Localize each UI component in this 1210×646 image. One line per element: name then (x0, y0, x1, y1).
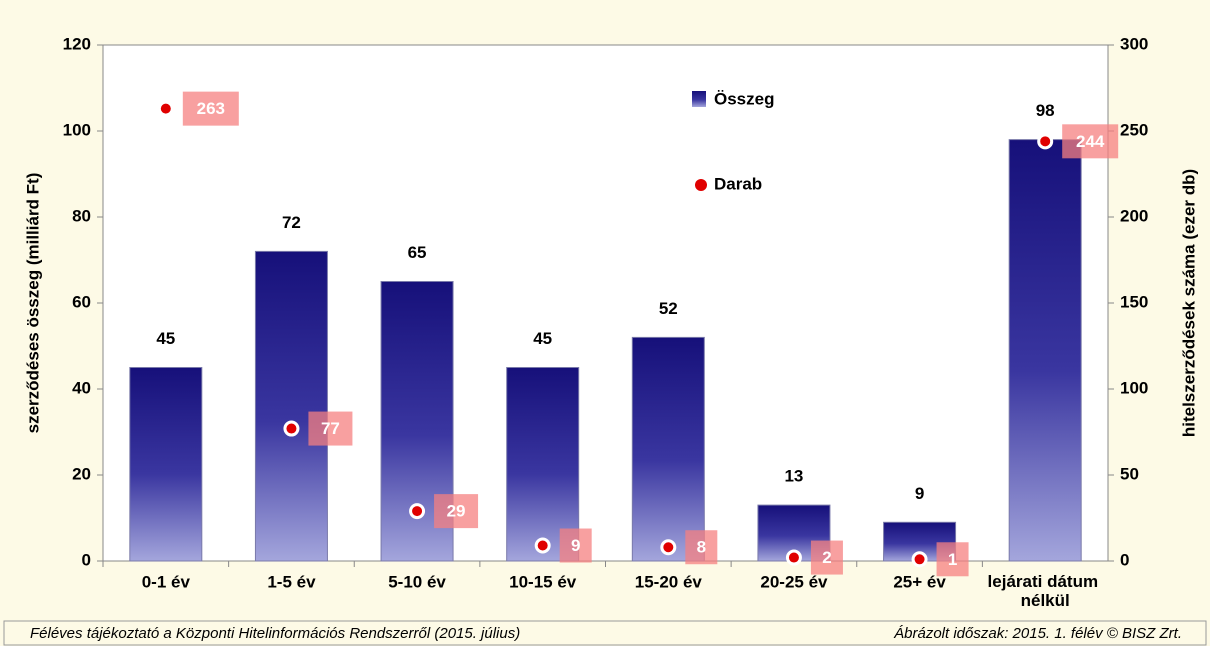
dot (409, 503, 426, 520)
y-tick-label: 80 (72, 206, 91, 225)
dot-label-box (308, 411, 353, 446)
y-tick-label: 40 (72, 378, 91, 397)
footer-box (3, 620, 1207, 646)
dot-value-label: 263 (197, 99, 225, 118)
dot (534, 537, 551, 554)
dot-label-box (810, 540, 843, 575)
dot-label-box (434, 494, 479, 529)
y-tick-label: 20 (72, 464, 91, 483)
dot (911, 551, 928, 568)
dot (660, 539, 677, 556)
dot-label-box (182, 91, 239, 126)
dot-value-label: 1 (948, 550, 957, 569)
dot-value-label: 9 (571, 536, 580, 555)
dot-value-label: 8 (697, 538, 706, 557)
x-tick-label: 1-5 év (267, 572, 316, 591)
x-tick-label: 0-1 év (142, 572, 191, 591)
bar-value-label: 52 (659, 299, 678, 318)
dot-value-label: 29 (447, 502, 466, 521)
x-tick-label: 10-15 év (509, 572, 577, 591)
bar-value-label: 45 (533, 329, 552, 348)
y-tick-label: 0 (82, 550, 91, 569)
legend-label: Darab (714, 174, 762, 193)
y-tick-label: 60 (72, 292, 91, 311)
y2-axis-title: hitelszerződések száma (ezer db) (1179, 169, 1198, 437)
y2-tick-label: 0 (1120, 550, 1129, 569)
dot (1037, 133, 1054, 150)
dot-value-label: 77 (321, 419, 340, 438)
legend-label: Összeg (714, 89, 774, 108)
legend-dot-icon (695, 179, 707, 191)
legend-bar-icon (692, 91, 706, 107)
bar-value-label: 9 (915, 484, 924, 503)
y2-tick-label: 50 (1120, 464, 1139, 483)
x-tick-label: 5-10 év (388, 572, 446, 591)
footer-left: Féléves tájékoztató a Központi Hitelinfo… (30, 625, 520, 642)
dot (157, 100, 174, 117)
x-tick-label: 15-20 év (635, 572, 703, 591)
x-tick-label: 20-25 év (760, 572, 828, 591)
dot-label-box (559, 528, 592, 563)
bar (254, 250, 328, 562)
y2-tick-label: 300 (1120, 34, 1148, 53)
x-tick-label: 25+ év (893, 572, 946, 591)
dot-label-box (936, 542, 969, 577)
x-tick-label: lejárati dátum nélkül (988, 572, 1103, 610)
y2-tick-label: 100 (1120, 378, 1148, 397)
dot-value-label: 244 (1076, 132, 1105, 151)
y-tick-label: 100 (63, 120, 91, 139)
bar-value-label: 45 (156, 329, 175, 348)
bar-value-label: 65 (408, 243, 427, 262)
dot (283, 420, 300, 437)
dot (785, 549, 802, 566)
dot-value-label: 2 (822, 548, 831, 567)
y-axis-title: szerződéses összeg (milliárd Ft) (23, 173, 42, 434)
bar-value-label: 72 (282, 213, 301, 232)
bar (129, 367, 203, 562)
y2-tick-label: 250 (1120, 120, 1148, 139)
y2-tick-label: 150 (1120, 292, 1148, 311)
plot-area (102, 44, 1109, 562)
y-tick-label: 120 (63, 34, 91, 53)
bar-value-label: 98 (1036, 101, 1055, 120)
y2-tick-label: 200 (1120, 206, 1148, 225)
footer-right: Ábrázolt időszak: 2015. 1. félév © BISZ … (893, 625, 1182, 642)
dot-label-box (1062, 124, 1119, 159)
bar-value-label: 13 (784, 467, 803, 486)
bar (1008, 139, 1082, 562)
bar (631, 336, 705, 562)
dot-label-box (685, 530, 718, 565)
